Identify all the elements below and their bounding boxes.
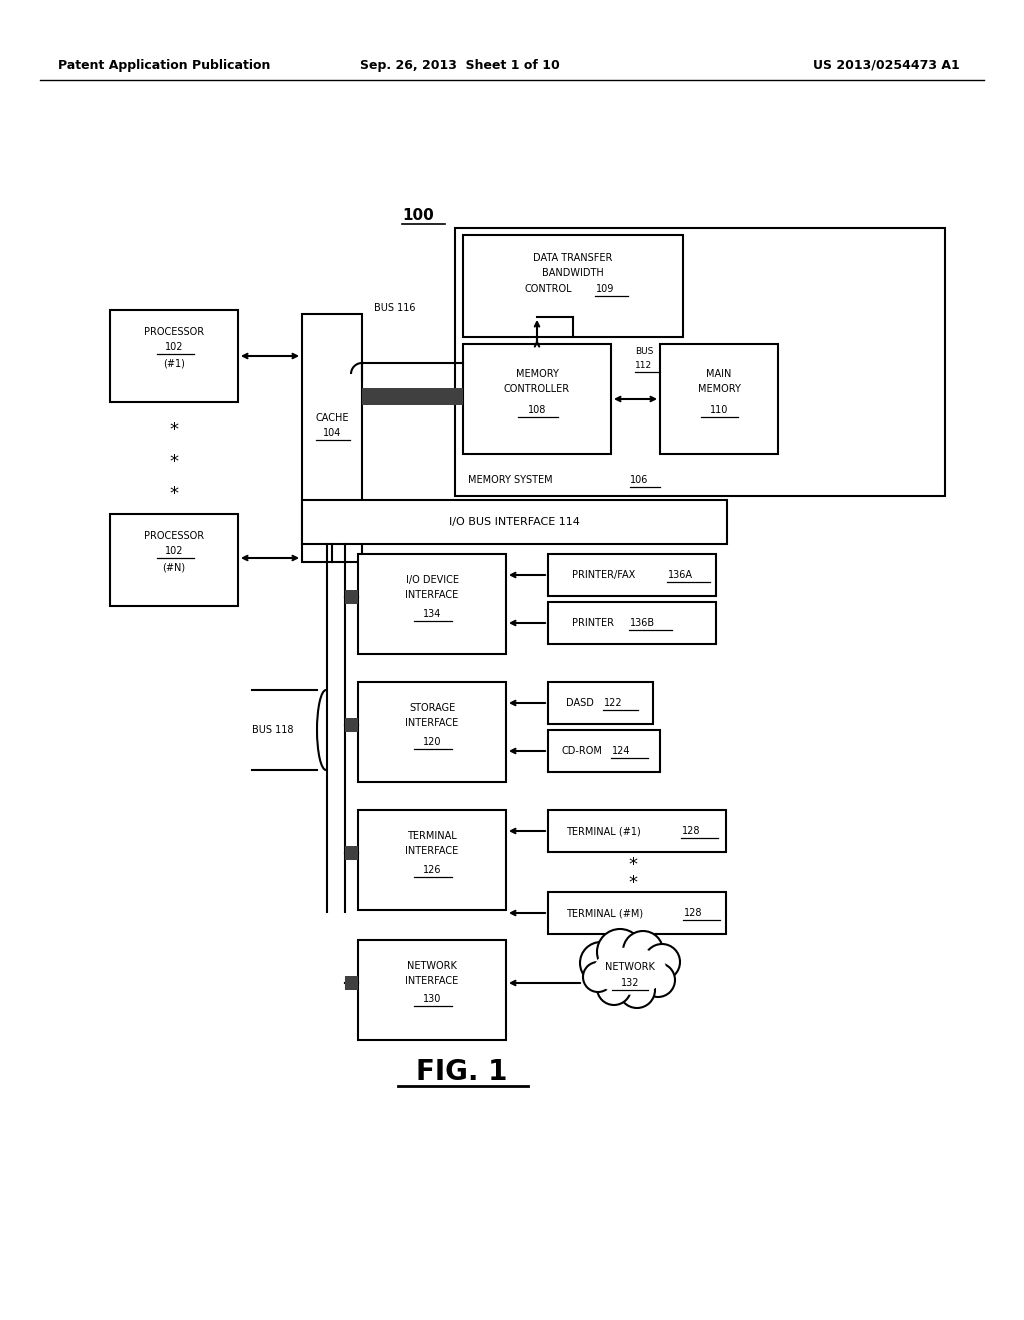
Text: (#1): (#1) [163,358,185,368]
Text: 130: 130 [423,994,441,1005]
Text: 136B: 136B [630,618,655,628]
Circle shape [597,929,643,975]
Text: INTERFACE: INTERFACE [406,590,459,601]
Text: 128: 128 [682,826,700,836]
Bar [548,810,726,851]
Bar [463,235,683,337]
Bar [660,345,778,454]
Text: Sep. 26, 2013  Sheet 1 of 10: Sep. 26, 2013 Sheet 1 of 10 [360,58,560,71]
Text: 136A: 136A [668,570,693,579]
Bar [345,975,358,990]
Bar [345,846,358,861]
Bar [548,892,726,935]
Text: I/O DEVICE: I/O DEVICE [406,576,459,585]
Text: BUS 118: BUS 118 [252,725,294,735]
Bar [548,682,653,723]
Bar [345,590,358,605]
Text: 132: 132 [621,978,639,987]
Bar [345,718,358,733]
Text: 120: 120 [423,737,441,747]
Text: INTERFACE: INTERFACE [406,846,459,855]
Text: INTERFACE: INTERFACE [406,975,459,986]
Text: (#N): (#N) [163,562,185,572]
Text: PROCESSOR: PROCESSOR [144,531,204,541]
Text: 102: 102 [165,546,183,556]
Text: 134: 134 [423,609,441,619]
Text: *: * [629,874,638,892]
Bar [455,228,945,496]
Circle shape [583,962,613,993]
Circle shape [580,942,622,983]
Text: BANDWIDTH: BANDWIDTH [542,268,604,279]
Bar [110,513,238,606]
Text: CD-ROM: CD-ROM [562,746,603,756]
Circle shape [597,972,631,1005]
Text: STORAGE: STORAGE [409,704,455,713]
Bar [358,682,506,781]
Text: CONTROLLER: CONTROLLER [504,384,570,393]
Text: DASD: DASD [566,698,594,708]
Text: MEMORY: MEMORY [515,370,558,379]
Text: BUS 116: BUS 116 [374,304,416,313]
Text: MAIN: MAIN [707,370,732,379]
Text: INTERFACE: INTERFACE [406,718,459,729]
Text: 108: 108 [527,405,546,414]
Text: 124: 124 [612,746,631,756]
Text: MEMORY: MEMORY [697,384,740,393]
Circle shape [641,964,675,997]
Text: 112: 112 [635,360,652,370]
Bar [548,730,660,772]
Text: 102: 102 [165,342,183,352]
Text: PRINTER: PRINTER [572,618,614,628]
Text: NETWORK: NETWORK [605,962,655,972]
Text: TERMINAL (#M): TERMINAL (#M) [566,908,643,917]
Text: TERMINAL: TERMINAL [408,832,457,841]
Text: 110: 110 [710,405,728,414]
Circle shape [644,944,680,979]
Text: PROCESSOR: PROCESSOR [144,327,204,337]
Bar [302,500,727,544]
Text: 100: 100 [402,207,434,223]
Text: Patent Application Publication: Patent Application Publication [58,58,270,71]
Text: I/O BUS INTERFACE 114: I/O BUS INTERFACE 114 [449,517,580,527]
Text: BUS: BUS [635,347,653,356]
Text: *: * [170,421,178,440]
Text: 106: 106 [630,475,648,484]
Bar [548,554,716,597]
Bar [463,345,611,454]
Text: *: * [170,453,178,471]
Text: 104: 104 [323,428,341,438]
Bar [362,389,463,405]
Text: PRINTER/FAX: PRINTER/FAX [572,570,635,579]
Text: 126: 126 [423,865,441,875]
Text: NETWORK: NETWORK [408,961,457,972]
Circle shape [623,931,663,972]
Bar [358,554,506,653]
Text: MEMORY SYSTEM: MEMORY SYSTEM [468,475,553,484]
Text: FIG. 1: FIG. 1 [417,1059,508,1086]
Text: US 2013/0254473 A1: US 2013/0254473 A1 [813,58,961,71]
Text: TERMINAL (#1): TERMINAL (#1) [566,826,641,836]
Bar [302,314,362,562]
Text: CONTROL: CONTROL [524,284,571,294]
Ellipse shape [594,948,666,994]
Bar [362,388,463,389]
Text: DATA TRANSFER: DATA TRANSFER [534,253,612,263]
Text: *: * [170,484,178,503]
Bar [110,310,238,403]
Text: 128: 128 [684,908,702,917]
Circle shape [618,972,655,1008]
Bar [548,602,716,644]
Text: 109: 109 [596,284,614,294]
Text: *: * [629,855,638,874]
Bar [358,810,506,909]
Text: 122: 122 [604,698,623,708]
Text: CACHE: CACHE [315,413,349,422]
Bar [358,940,506,1040]
